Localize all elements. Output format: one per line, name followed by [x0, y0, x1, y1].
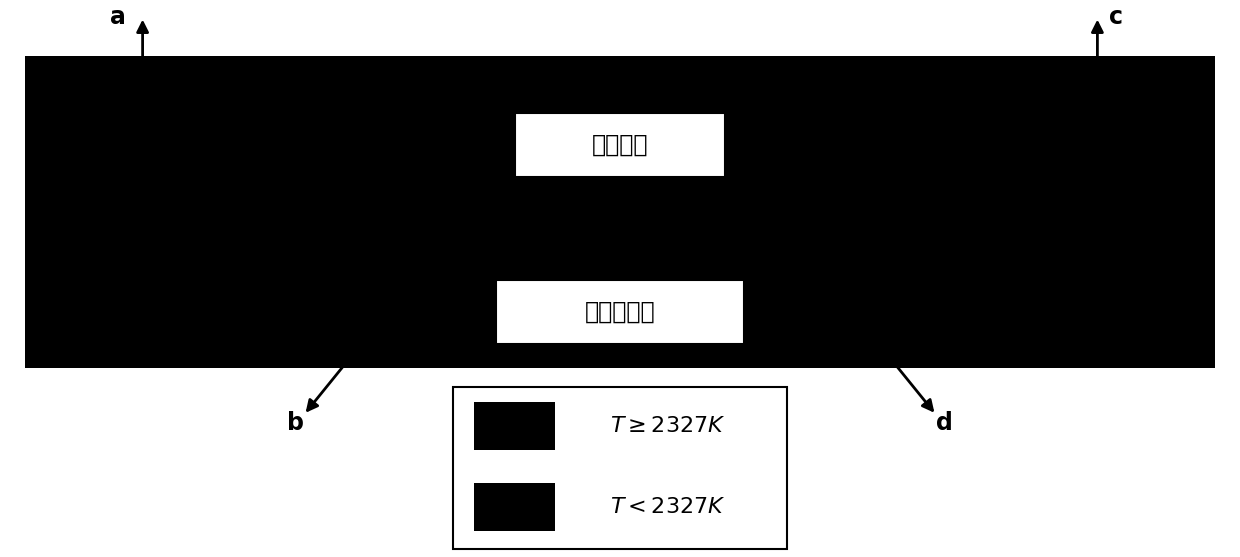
Text: a: a	[110, 4, 125, 29]
Text: $T < 2327K$: $T < 2327K$	[610, 496, 725, 518]
Text: d: d	[936, 411, 954, 436]
Bar	[474, 483, 556, 530]
Bar	[474, 402, 556, 450]
Text: b: b	[286, 411, 304, 436]
Text: 考虑相变: 考虑相变	[591, 133, 649, 157]
Bar	[25, 56, 1215, 368]
Bar	[453, 387, 787, 549]
Text: c: c	[1109, 4, 1123, 29]
Bar	[515, 113, 725, 177]
Text: $T \geq 2327K$: $T \geq 2327K$	[610, 415, 725, 437]
Bar	[496, 280, 744, 344]
Text: 不考虑相变: 不考虑相变	[585, 300, 655, 324]
